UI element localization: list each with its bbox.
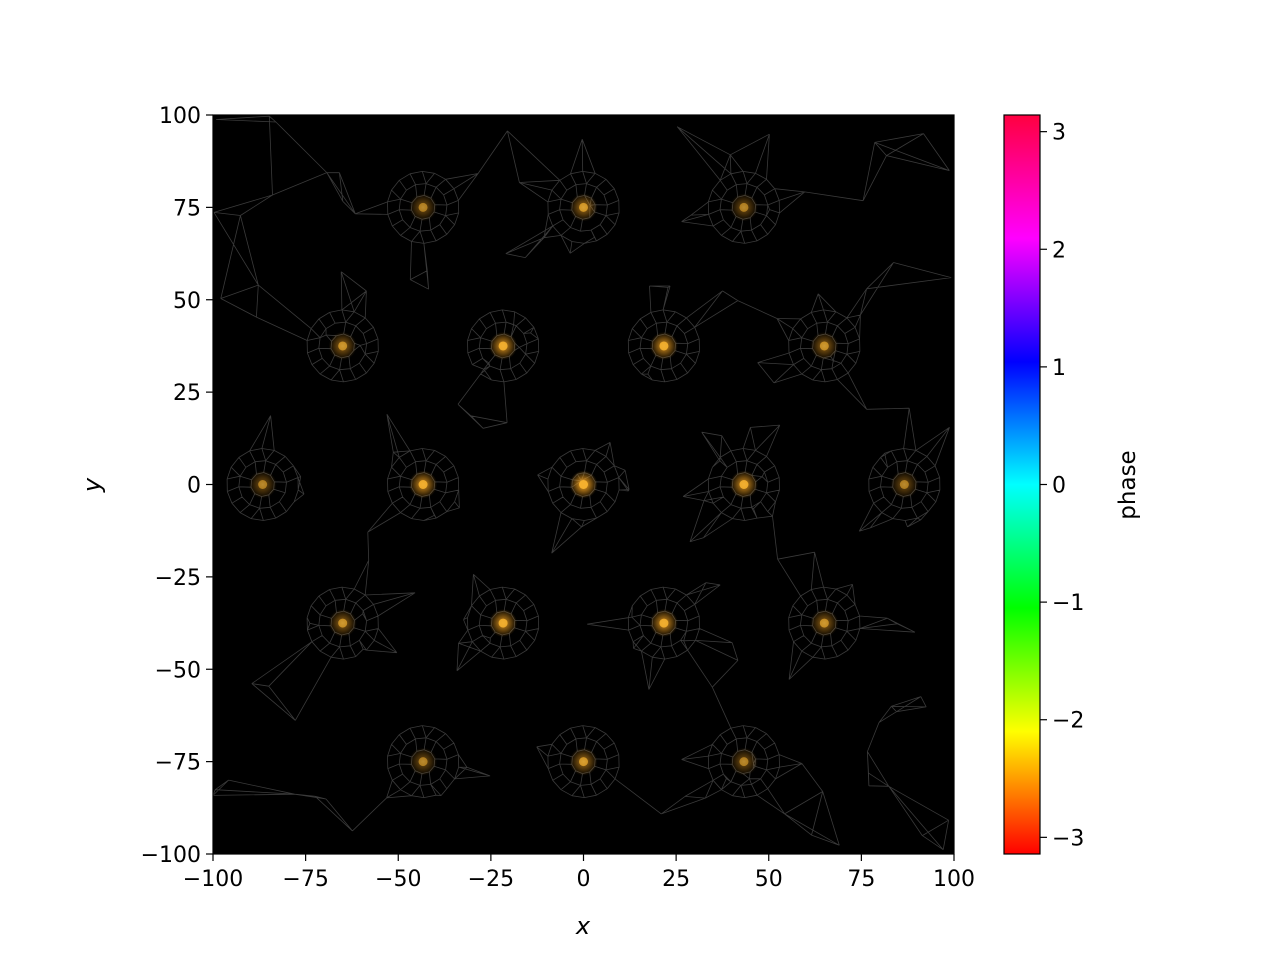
colorbar-tick-label: −3 [1052, 826, 1084, 851]
colorbar-label: phase [1115, 450, 1141, 519]
data-point [338, 341, 348, 351]
colorbar-tick-label: −1 [1052, 591, 1084, 616]
data-point [418, 757, 428, 767]
x-axis-label: x [575, 912, 591, 940]
y-tick-label: 50 [173, 289, 201, 314]
data-point [338, 618, 348, 628]
data-point [739, 757, 749, 767]
colorbar-tick-label: 2 [1052, 238, 1066, 263]
y-tick-label: −25 [155, 566, 201, 591]
y-tick-label: 25 [173, 381, 201, 406]
y-tick-label: 75 [173, 196, 201, 221]
x-tick-label: −50 [375, 867, 421, 892]
colorbar-ticks: −3 −2 −1 0 1 2 3 [1040, 121, 1084, 851]
x-tick-label: −25 [468, 867, 514, 892]
data-point [498, 341, 508, 351]
colorbar-tick-label: 3 [1052, 121, 1066, 146]
data-point [579, 480, 588, 489]
data-point [739, 202, 749, 212]
colorbar-tick-label: 0 [1052, 474, 1066, 499]
x-tick-label: −75 [282, 867, 328, 892]
colorbar-tick-label: 1 [1052, 356, 1066, 381]
data-point [258, 480, 268, 489]
y-axis-label: y [78, 477, 106, 493]
y-tick-label: −75 [155, 751, 201, 776]
data-point [418, 202, 428, 212]
data-point [579, 757, 588, 767]
data-point [659, 618, 669, 628]
x-tick-label: 0 [577, 867, 591, 892]
y-tick-label: 0 [187, 474, 201, 499]
data-point [819, 618, 829, 628]
colorbar-tick-label: −2 [1052, 709, 1084, 734]
data-point [899, 480, 909, 489]
x-axis-ticks: −100 −75 −50 −25 0 25 50 75 100 [183, 854, 975, 892]
y-tick-label: −100 [141, 843, 201, 868]
data-point [418, 480, 428, 489]
points-layer [248, 193, 919, 776]
data-point [659, 341, 669, 351]
colorbar [1003, 114, 1041, 855]
y-tick-label: 100 [159, 104, 201, 129]
x-tick-label: 75 [847, 867, 875, 892]
data-point [819, 341, 829, 351]
y-axis-ticks: −100 −75 −50 −25 0 25 50 75 100 [141, 104, 213, 868]
y-tick-label: −50 [155, 658, 201, 683]
x-tick-label: −100 [183, 867, 243, 892]
x-tick-label: 50 [755, 867, 783, 892]
x-tick-label: 25 [662, 867, 690, 892]
x-tick-label: 100 [933, 867, 975, 892]
data-point [579, 202, 588, 212]
data-point [739, 480, 749, 489]
data-point [498, 618, 508, 628]
